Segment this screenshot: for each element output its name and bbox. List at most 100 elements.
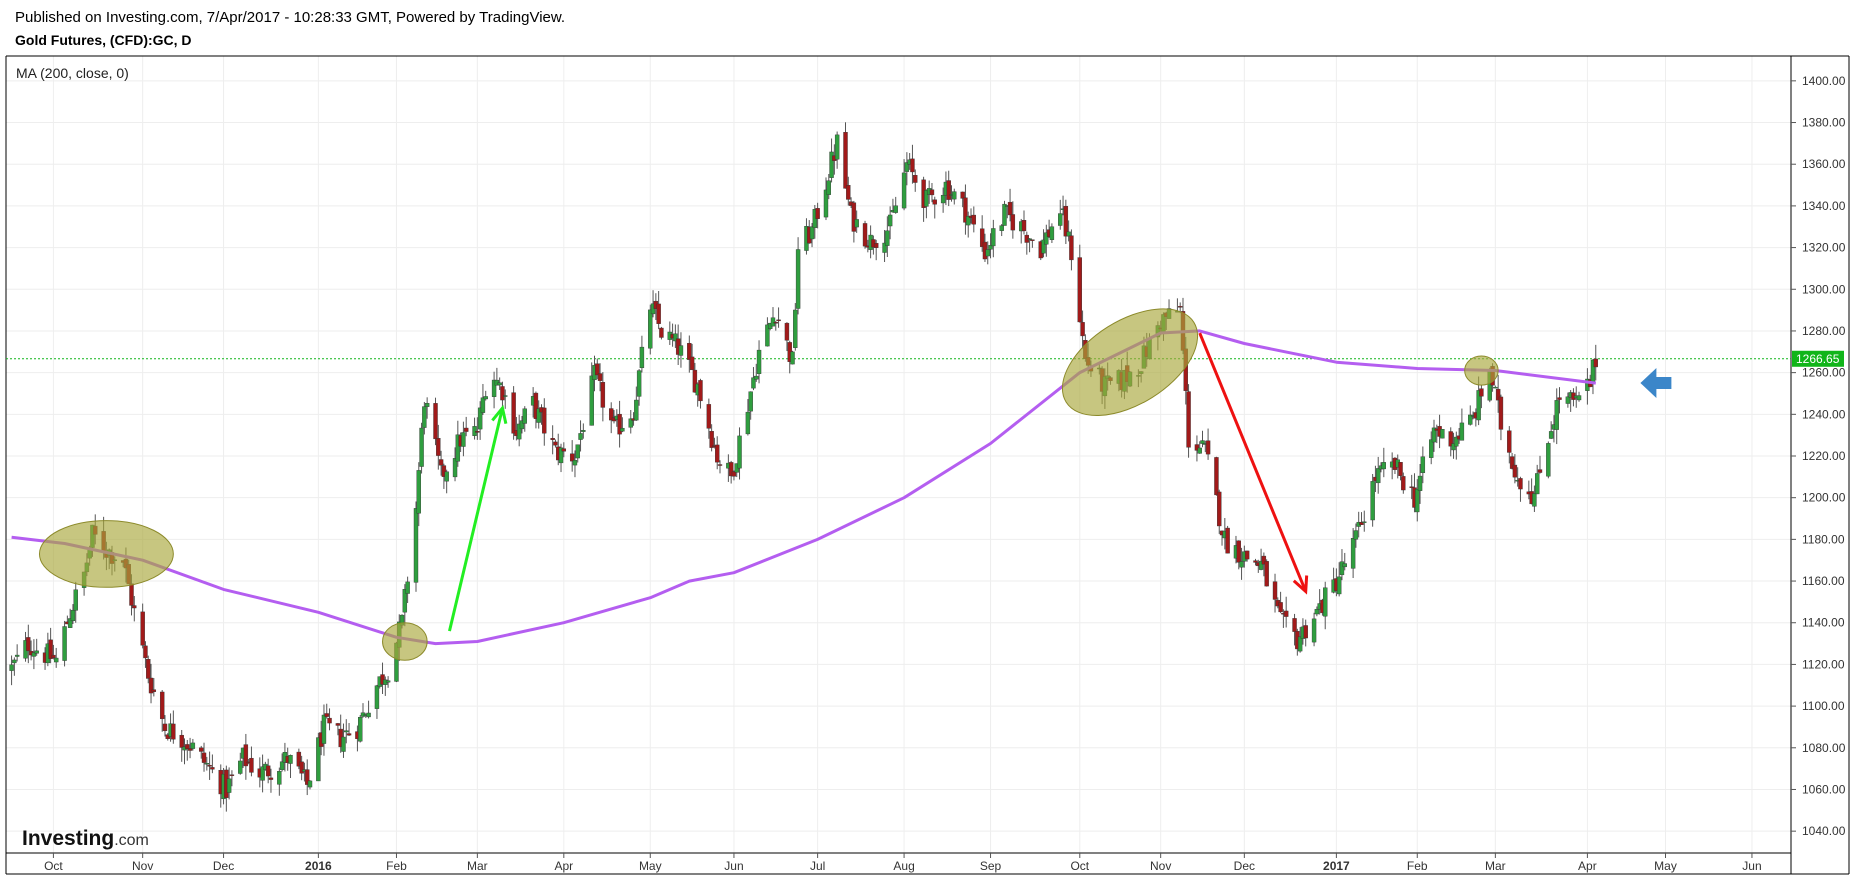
time-axis[interactable]: Oct Nov Dec 2016 Feb Mar Apr May Jun Jul Aug Sep Oct…: [44, 853, 1762, 873]
x-tick-label: 2016: [305, 859, 332, 873]
candle-down: [692, 369, 698, 393]
candle-up: [854, 219, 859, 228]
candle-down: [597, 373, 603, 381]
candle-up: [765, 324, 770, 347]
candle-down: [946, 180, 951, 200]
y-tick-label: 1220.00: [1802, 449, 1846, 463]
candle-up: [1546, 443, 1551, 477]
highlight-ellipse: [38, 520, 174, 588]
x-tick-label: Aug: [893, 859, 914, 873]
candle-down: [148, 677, 154, 694]
candle-down: [776, 319, 781, 322]
candle-up: [1336, 576, 1342, 595]
candle-down: [1283, 610, 1289, 617]
x-tick-label: Jun: [1742, 859, 1761, 873]
candle-up: [575, 444, 580, 459]
y-tick-label: 1380.00: [1802, 116, 1846, 130]
candle-down: [324, 713, 329, 717]
candle-down: [1498, 396, 1504, 430]
price-axis[interactable]: 1040.00 1060.00 1080.00 1100.00 1120.00 1140.…: [1791, 74, 1846, 838]
candle-up: [1342, 563, 1347, 568]
candle-down: [305, 769, 310, 785]
candle-down: [873, 242, 879, 248]
candle-up: [497, 382, 502, 386]
x-tick-label: Apr: [554, 859, 573, 873]
candle-down: [299, 761, 304, 774]
candle-down: [1217, 491, 1222, 527]
candle-down: [553, 441, 558, 446]
candle-up: [477, 407, 483, 430]
candle-up: [1058, 213, 1063, 226]
candle-up: [620, 427, 625, 432]
candle-up: [1476, 390, 1481, 421]
candle-down: [1007, 201, 1013, 216]
candle-up: [634, 399, 639, 421]
candle-up: [1311, 618, 1317, 643]
candle-up: [756, 349, 762, 374]
candle-down: [1401, 476, 1406, 491]
y-tick-label: 1140.00: [1802, 616, 1845, 630]
candle-up: [238, 760, 243, 774]
trend-arrow-head: [1292, 575, 1309, 595]
candle-down: [1205, 440, 1211, 455]
candle-down: [1080, 322, 1085, 337]
candle-up: [1258, 560, 1264, 570]
published-info: Published on Investing.com, 7/Apr/2017 -…: [15, 9, 566, 26]
candle-up: [639, 346, 645, 369]
candle-down: [171, 723, 176, 740]
candle-down: [1225, 527, 1230, 554]
candle-up: [321, 714, 327, 744]
candle-down: [689, 356, 695, 371]
candle-down: [1507, 430, 1512, 453]
candle-up: [413, 508, 419, 583]
candle-up: [1440, 429, 1445, 439]
candle-down: [1509, 456, 1515, 469]
candle-up: [480, 397, 486, 413]
y-tick-label: 1260.00: [1802, 366, 1846, 380]
x-tick-label: Apr: [1578, 859, 1597, 873]
candle-up: [1339, 561, 1345, 576]
candle-up: [316, 737, 321, 782]
last-price-label: 1266.65: [1796, 352, 1840, 366]
candle-up: [885, 230, 890, 246]
candle-down: [1272, 581, 1278, 600]
y-tick-label: 1320.00: [1802, 241, 1846, 255]
candle-down: [862, 223, 868, 247]
candle-up: [416, 470, 421, 514]
indicator-label[interactable]: MA (200, close, 0): [16, 65, 129, 81]
candle-down: [436, 438, 441, 456]
candle-down: [929, 189, 935, 196]
candle-up: [1353, 530, 1359, 540]
candle-up: [966, 216, 971, 226]
candle-down: [129, 583, 134, 606]
x-tick-label: Nov: [1150, 859, 1171, 873]
candle-down: [815, 208, 820, 219]
candle-down: [151, 689, 157, 692]
candle-up: [1532, 493, 1537, 507]
candle-up: [1362, 521, 1367, 523]
candle-up: [385, 680, 391, 683]
candle-up: [558, 447, 564, 464]
x-tick-label: Feb: [386, 859, 407, 873]
candle-up: [1239, 561, 1244, 568]
candle-down: [1244, 550, 1250, 560]
y-tick-label: 1280.00: [1802, 324, 1846, 338]
candle-down: [199, 747, 204, 752]
x-tick-label: Sep: [980, 859, 1002, 873]
candle-down: [910, 158, 915, 173]
x-tick-label: Nov: [132, 859, 153, 873]
candle-up: [1370, 481, 1375, 521]
candle-down: [1194, 444, 1200, 451]
candle-up: [358, 716, 363, 742]
candle-up: [1534, 473, 1540, 495]
candle-up: [67, 618, 73, 628]
candle-up: [288, 754, 293, 764]
candle-down: [1537, 469, 1543, 473]
candle-up: [952, 191, 957, 200]
candle-up: [628, 418, 633, 428]
x-tick-label: 2017: [1323, 859, 1350, 873]
candle-up: [483, 396, 488, 400]
candle-down: [438, 459, 444, 466]
candle-up: [1429, 439, 1434, 458]
